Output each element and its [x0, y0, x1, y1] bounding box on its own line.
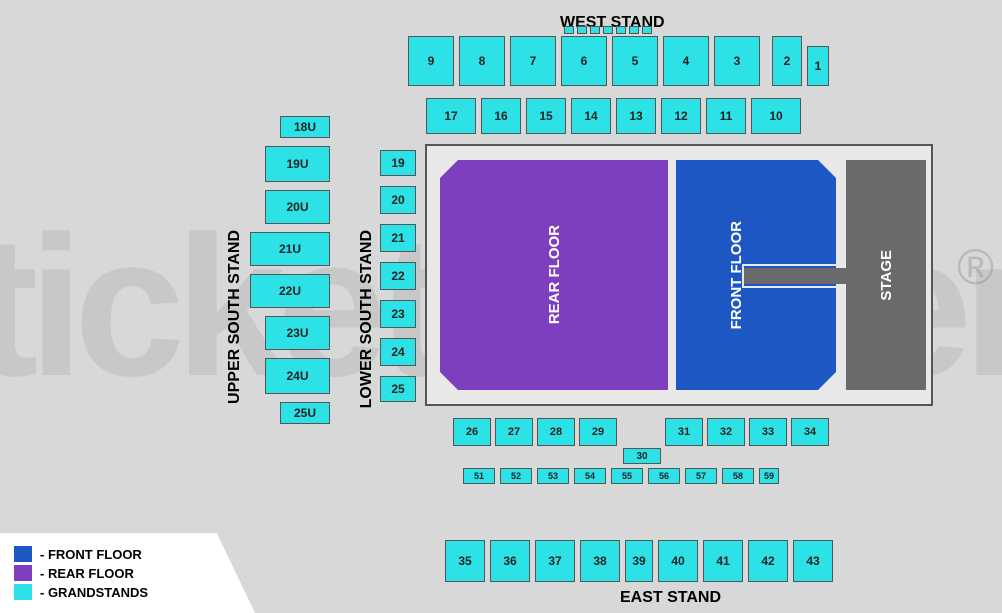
section-38[interactable]: 38: [580, 540, 620, 582]
section-28[interactable]: 28: [537, 418, 575, 446]
lower-south-label: LOWER SOUTH STAND: [358, 230, 376, 408]
legend-item-front: - FRONT FLOOR: [14, 546, 237, 562]
section-27[interactable]: 27: [495, 418, 533, 446]
section-40[interactable]: 40: [658, 540, 698, 582]
section-30[interactable]: 30: [623, 448, 661, 464]
section-26[interactable]: 26: [453, 418, 491, 446]
stage-label: STAGE: [878, 250, 895, 301]
section-19U[interactable]: 19U: [265, 146, 330, 182]
legend-swatch-front: [14, 546, 32, 562]
section-10[interactable]: 10: [751, 98, 801, 134]
front-cut-tr: [818, 160, 836, 178]
section-8[interactable]: 8: [459, 36, 505, 86]
registered-mark: ®: [957, 238, 994, 296]
section-56[interactable]: 56: [648, 468, 680, 484]
section-20[interactable]: 20: [380, 186, 416, 214]
section-33[interactable]: 33: [749, 418, 787, 446]
section-34[interactable]: 34: [791, 418, 829, 446]
section-53[interactable]: 53: [537, 468, 569, 484]
section-52[interactable]: 52: [500, 468, 532, 484]
section-18U[interactable]: 18U: [280, 116, 330, 138]
section-19[interactable]: 19: [380, 150, 416, 176]
section-4[interactable]: 4: [663, 36, 709, 86]
section-35[interactable]: 35: [445, 540, 485, 582]
section-29[interactable]: 29: [579, 418, 617, 446]
legend-item-grandstand: - GRANDSTANDS: [14, 584, 237, 600]
section-42[interactable]: 42: [748, 540, 788, 582]
rear-cut-bl: [440, 372, 458, 390]
legend-item-rear: - REAR FLOOR: [14, 565, 237, 581]
section-12[interactable]: 12: [661, 98, 701, 134]
section-7[interactable]: 7: [510, 36, 556, 86]
section-23[interactable]: 23: [380, 300, 416, 328]
section-1[interactable]: 1: [807, 46, 829, 86]
section-20U[interactable]: 20U: [265, 190, 330, 224]
section-43[interactable]: 43: [793, 540, 833, 582]
section-16[interactable]: 16: [481, 98, 521, 134]
section-37[interactable]: 37: [535, 540, 575, 582]
stage: STAGE: [846, 160, 926, 390]
section-5[interactable]: 5: [612, 36, 658, 86]
section-22[interactable]: 22: [380, 262, 416, 290]
upper-south-label: UPPER SOUTH STAND: [226, 230, 244, 404]
section-25U[interactable]: 25U: [280, 402, 330, 424]
section-14[interactable]: 14: [571, 98, 611, 134]
legend: - FRONT FLOOR - REAR FLOOR - GRANDSTANDS: [0, 533, 255, 613]
section-21[interactable]: 21: [380, 224, 416, 252]
section-31[interactable]: 31: [665, 418, 703, 446]
section-24[interactable]: 24: [380, 338, 416, 366]
west-box-accents: [564, 26, 652, 34]
section-13[interactable]: 13: [616, 98, 656, 134]
section-17[interactable]: 17: [426, 98, 476, 134]
rear-cut-tl: [440, 160, 458, 178]
legend-swatch-rear: [14, 565, 32, 581]
section-23U[interactable]: 23U: [265, 316, 330, 350]
section-54[interactable]: 54: [574, 468, 606, 484]
section-6[interactable]: 6: [561, 36, 607, 86]
east-stand-label: EAST STAND: [620, 589, 721, 607]
section-41[interactable]: 41: [703, 540, 743, 582]
section-3[interactable]: 3: [714, 36, 760, 86]
section-51[interactable]: 51: [463, 468, 495, 484]
section-58[interactable]: 58: [722, 468, 754, 484]
section-59[interactable]: 59: [759, 468, 779, 484]
front-cut-br: [818, 372, 836, 390]
section-55[interactable]: 55: [611, 468, 643, 484]
section-22U[interactable]: 22U: [250, 274, 330, 308]
section-21U[interactable]: 21U: [250, 232, 330, 266]
section-2[interactable]: 2: [772, 36, 802, 86]
section-9[interactable]: 9: [408, 36, 454, 86]
section-57[interactable]: 57: [685, 468, 717, 484]
section-32[interactable]: 32: [707, 418, 745, 446]
rear-floor-label: REAR FLOOR: [546, 225, 563, 324]
rear-floor[interactable]: REAR FLOOR: [440, 160, 668, 390]
section-39[interactable]: 39: [625, 540, 653, 582]
legend-swatch-grandstand: [14, 584, 32, 600]
section-36[interactable]: 36: [490, 540, 530, 582]
seating-chart: ticketmaster ® WEST STAND EAST STAND UPP…: [0, 0, 1002, 613]
runway-outline: [742, 264, 846, 288]
section-25[interactable]: 25: [380, 376, 416, 402]
section-15[interactable]: 15: [526, 98, 566, 134]
section-11[interactable]: 11: [706, 98, 746, 134]
section-24U[interactable]: 24U: [265, 358, 330, 394]
